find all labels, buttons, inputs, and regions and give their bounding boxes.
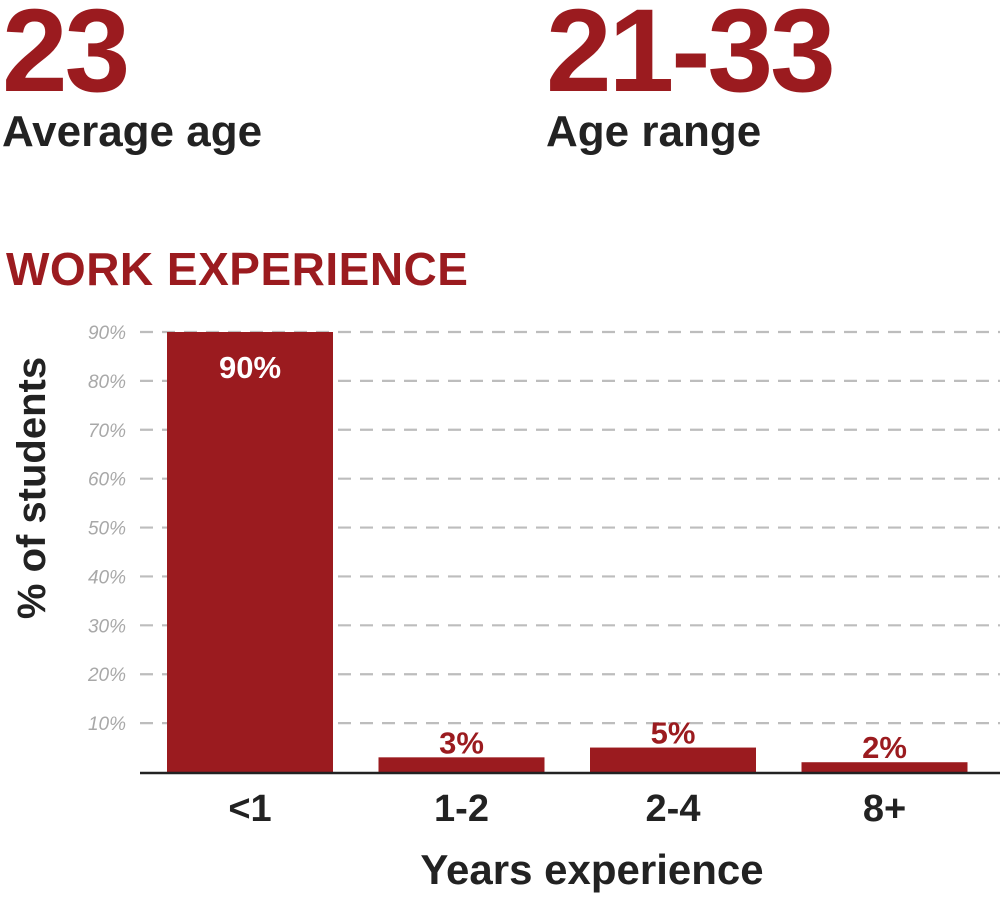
bars xyxy=(167,332,968,772)
y-tick-label: 90% xyxy=(88,323,126,344)
bar xyxy=(167,332,333,772)
data-labels: 90% 3% 5% 2% xyxy=(219,350,907,765)
section-title: WORK EXPERIENCE xyxy=(6,243,469,295)
data-label: 90% xyxy=(219,350,281,385)
work-experience-chart: 10% 20% 30% 40% 50% 60% 70% 80% 90% 90% 3% 5% 2% <1… xyxy=(10,323,1000,893)
stat-label: Age range xyxy=(546,107,762,156)
y-axis-label: % of students xyxy=(10,357,54,619)
y-tick-label: 50% xyxy=(88,519,126,540)
y-tick-label: 40% xyxy=(88,567,126,588)
x-axis-label: Years experience xyxy=(420,846,763,893)
stat-average-age: 23 Average age xyxy=(2,0,402,162)
y-tick-label: 70% xyxy=(88,421,126,442)
x-tick-labels: <1 1-2 2-4 8+ xyxy=(228,788,906,830)
y-tick-labels: 10% 20% 30% 40% 50% 60% 70% 80% 90% xyxy=(87,323,126,735)
data-label: 2% xyxy=(862,730,907,765)
y-tick-label: 20% xyxy=(87,665,126,686)
x-tick-label: 1-2 xyxy=(434,788,489,830)
x-tick-label: <1 xyxy=(228,788,271,830)
bar xyxy=(378,757,545,772)
stat-age-range: 21-33 Age range xyxy=(546,0,986,162)
y-tick-label: 10% xyxy=(88,714,126,735)
data-label: 3% xyxy=(439,725,484,760)
y-tick-label: 60% xyxy=(88,470,126,491)
data-label: 5% xyxy=(651,716,696,751)
stat-value: 23 xyxy=(2,0,130,117)
stat-label: Average age xyxy=(2,107,263,156)
y-tick-label: 80% xyxy=(88,372,126,393)
bar xyxy=(801,762,968,772)
stat-value: 21-33 xyxy=(546,0,836,117)
y-tick-label: 30% xyxy=(88,616,126,637)
x-tick-label: 8+ xyxy=(863,788,906,830)
x-tick-label: 2-4 xyxy=(646,788,701,830)
bar xyxy=(590,747,756,772)
